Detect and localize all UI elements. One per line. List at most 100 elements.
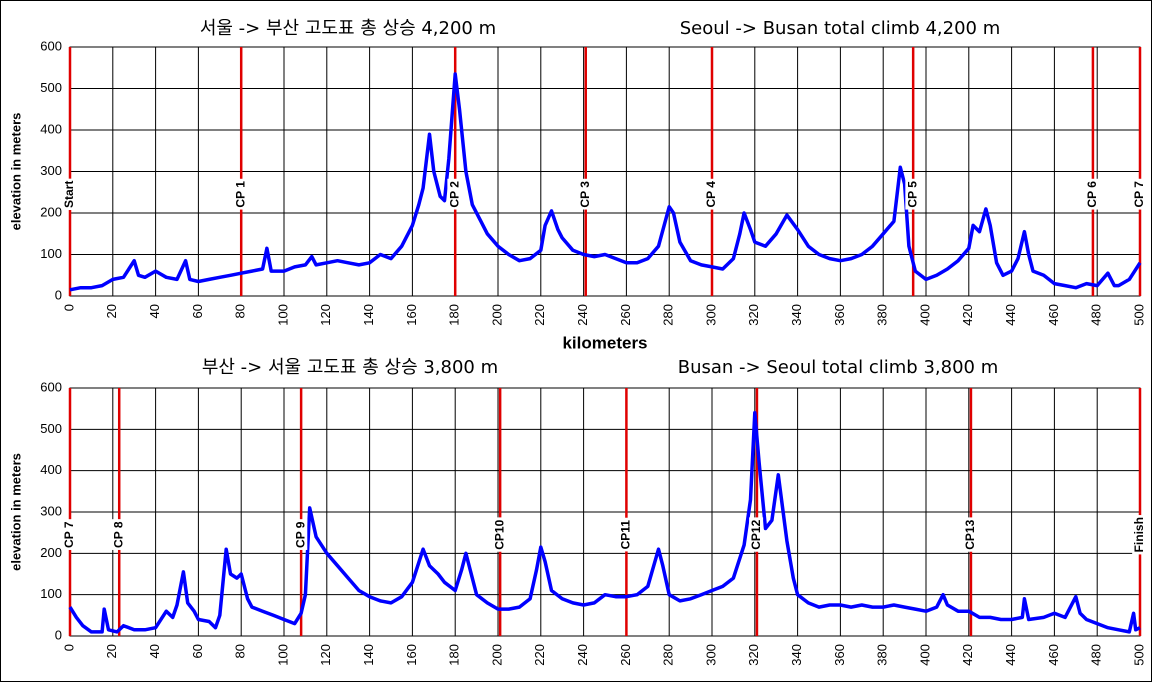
checkpoint-label-bg [233, 178, 248, 210]
checkpoint-label: Finish [1132, 515, 1147, 555]
checkpoint-label: CP 8 [111, 519, 126, 550]
y-axis-label: elevation in meters [8, 453, 23, 571]
checkpoint-label-bg [618, 517, 633, 552]
x-tick-label: 180 [447, 304, 462, 326]
x-tick-label: 80 [233, 304, 248, 318]
x-tick-label: 220 [532, 304, 547, 326]
checkpoint-label-text: CP 5 [905, 181, 919, 208]
y-tick-label: 600 [40, 379, 62, 394]
checkpoint-label-bg [492, 517, 507, 552]
x-tick-label: 100 [275, 644, 290, 666]
x-tick-label: 200 [489, 304, 504, 326]
chart-title-korean: 부산 -> 서울 고도표 총 상승 3,800 m [202, 357, 498, 378]
x-tick-label: 160 [404, 304, 419, 326]
checkpoint-label-bg [62, 519, 77, 550]
y-tick-label: 400 [40, 121, 62, 136]
checkpoint-label: CP10 [492, 517, 507, 552]
x-tick-label: 200 [489, 644, 504, 666]
checkpoint-label-text: CP10 [492, 519, 506, 549]
x-tick-label: 500 [1131, 304, 1146, 326]
x-tick-label: 60 [190, 644, 205, 658]
checkpoint-label: CP 1 [233, 178, 248, 210]
x-tick-label: 60 [190, 304, 205, 318]
checkpoint-label-bg [704, 178, 719, 210]
x-tick-label: 480 [1089, 304, 1104, 326]
y-tick-label: 400 [40, 462, 62, 477]
checkpoint-label-bg [963, 517, 978, 552]
x-tick-label: 400 [917, 304, 932, 326]
checkpoint-label-text: CP 8 [111, 521, 125, 548]
checkpoint-label: Start [62, 178, 77, 210]
x-tick-label: 280 [661, 644, 676, 666]
x-tick-label: 440 [1003, 644, 1018, 666]
checkpoint-label: CP13 [963, 517, 978, 552]
checkpoint-label-text: CP 6 [1085, 181, 1099, 208]
x-tick-label: 0 [61, 304, 76, 311]
x-tick-label: 360 [832, 304, 847, 326]
x-tick-label: 340 [789, 304, 804, 326]
x-axis-label: kilometers [562, 333, 647, 352]
x-tick-label: 400 [917, 644, 932, 666]
x-tick-label: 0 [61, 644, 76, 651]
x-tick-label: 240 [575, 304, 590, 326]
x-tick-label: 240 [575, 644, 590, 666]
x-tick-label: 40 [147, 304, 162, 318]
y-tick-label: 0 [55, 287, 62, 302]
checkpoint-label: CP 9 [293, 519, 308, 550]
x-tick-label: 300 [703, 304, 718, 326]
x-tick-label: 380 [875, 644, 890, 666]
y-tick-label: 100 [40, 586, 62, 601]
checkpoint-label: CP 2 [447, 178, 462, 210]
checkpoint-label-text: Finish [1132, 517, 1146, 552]
checkpoint-label-bg [62, 178, 77, 210]
checkpoint-label-bg [1085, 178, 1100, 210]
x-tick-label: 340 [789, 644, 804, 666]
x-tick-label: 280 [661, 304, 676, 326]
checkpoint-label: CP 6 [1085, 178, 1100, 210]
checkpoint-label: CP 5 [905, 178, 920, 210]
checkpoint-label-text: CP 7 [62, 521, 76, 548]
x-tick-label: 260 [618, 304, 633, 326]
checkpoint-label-text: CP 4 [704, 181, 718, 208]
checkpoint-label-text: CP 7 [1132, 181, 1146, 208]
checkpoint-label-text: CP 9 [293, 521, 307, 548]
chart-title-english: Seoul -> Busan total climb 4,200 m [680, 18, 1000, 39]
y-tick-label: 200 [40, 545, 62, 560]
x-tick-label: 380 [875, 304, 890, 326]
x-tick-label: 160 [404, 644, 419, 666]
checkpoint-label: CP 7 [62, 519, 77, 550]
checkpoint-label: CP11 [618, 517, 633, 552]
checkpoint-label-bg [111, 519, 126, 550]
checkpoint-label-text: CP 2 [447, 181, 461, 208]
checkpoint-label-bg [1132, 178, 1147, 210]
checkpoint-label: CP 3 [577, 178, 592, 210]
checkpoint-label-bg [749, 517, 764, 552]
chart-title-english: Busan -> Seoul total climb 3,800 m [678, 357, 998, 378]
x-tick-label: 120 [318, 644, 333, 666]
checkpoint-label-bg [577, 178, 592, 210]
x-tick-label: 100 [275, 304, 290, 326]
checkpoint-label: CP 7 [1132, 178, 1147, 210]
y-tick-label: 100 [40, 246, 62, 261]
checkpoint-label-bg [293, 519, 308, 550]
x-tick-label: 220 [532, 644, 547, 666]
checkpoint-label-bg [447, 178, 462, 210]
y-tick-label: 0 [55, 627, 62, 642]
checkpoint-label-text: CP12 [749, 519, 763, 549]
x-tick-label: 80 [233, 644, 248, 658]
checkpoint-label: CP 4 [704, 178, 719, 210]
checkpoint-label-bg [1132, 515, 1147, 555]
x-tick-label: 20 [104, 644, 119, 658]
x-tick-label: 420 [960, 304, 975, 326]
x-tick-label: 120 [318, 304, 333, 326]
y-tick-label: 500 [40, 421, 62, 436]
y-tick-label: 500 [40, 80, 62, 95]
x-tick-label: 300 [703, 644, 718, 666]
x-tick-label: 140 [361, 304, 376, 326]
x-tick-label: 420 [960, 644, 975, 666]
x-tick-label: 480 [1089, 644, 1104, 666]
y-tick-label: 300 [40, 163, 62, 178]
checkpoint-label-text: CP13 [963, 519, 977, 549]
checkpoint-label: CP12 [749, 517, 764, 552]
